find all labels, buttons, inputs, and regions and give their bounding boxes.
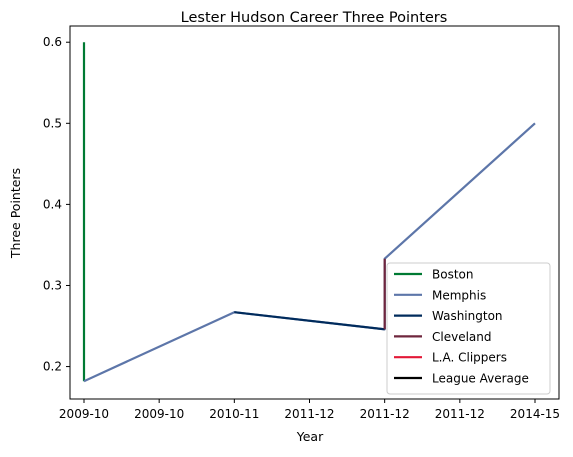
chart-title: Lester Hudson Career Three Pointers bbox=[181, 10, 448, 26]
x-axis: 2009-10 2009-10 2010-11 2011-12 2011-12 2011-… bbox=[59, 399, 560, 421]
legend-label-league-average: League Average bbox=[432, 372, 529, 386]
x-tick-label: 2011-12 bbox=[360, 407, 410, 421]
series-line-washington bbox=[234, 311, 385, 331]
x-tick-label: 2010-11 bbox=[209, 407, 259, 421]
y-axis: 0.2 0.3 0.4 0.5 0.6 bbox=[43, 35, 70, 374]
legend-items: Boston Memphis Washington Cleveland L.A. Cli… bbox=[394, 268, 529, 386]
x-axis-label: Year bbox=[296, 429, 324, 444]
y-tick-label: 0.3 bbox=[43, 278, 62, 292]
y-tick-label: 0.4 bbox=[43, 197, 62, 211]
legend-label-l-a-clippers: L.A. Clippers bbox=[432, 351, 507, 365]
x-tick-label: 2009-10 bbox=[134, 407, 184, 421]
lines-layer bbox=[82, 42, 536, 383]
legend: Boston Memphis Washington Cleveland L.A. Cli… bbox=[386, 262, 551, 395]
legend-label-cleveland: Cleveland bbox=[432, 330, 492, 344]
x-tick-label: 2014-15 bbox=[510, 407, 560, 421]
y-tick-label: 0.5 bbox=[43, 116, 62, 130]
legend-label-memphis: Memphis bbox=[432, 288, 486, 302]
y-tick-label: 0.2 bbox=[43, 360, 62, 374]
x-tick-label: 2011-12 bbox=[284, 407, 334, 421]
legend-label-boston: Boston bbox=[432, 268, 473, 282]
x-tick-label: 2011-12 bbox=[435, 407, 485, 421]
y-tick-label: 0.6 bbox=[43, 35, 62, 49]
y-axis-label: Three Pointers bbox=[8, 168, 23, 259]
legend-box bbox=[386, 262, 551, 395]
x-tick-label: 2009-10 bbox=[59, 407, 109, 421]
legend-label-washington: Washington bbox=[432, 309, 503, 323]
